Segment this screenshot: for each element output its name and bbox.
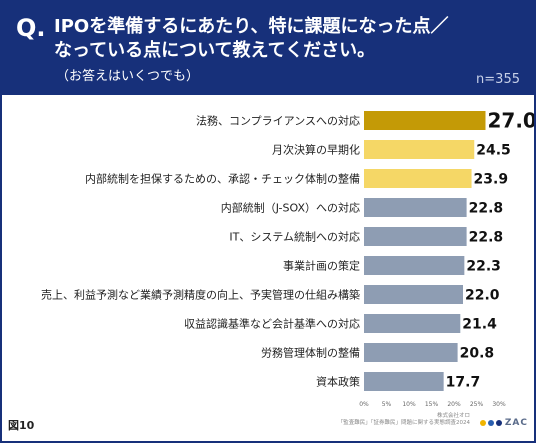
value-label: 17.7 bbox=[446, 375, 481, 391]
bar bbox=[364, 256, 465, 275]
x-tick-label: 25% bbox=[470, 401, 484, 407]
sample-size: n=355 bbox=[476, 72, 520, 87]
x-tick-label: 0% bbox=[359, 401, 369, 407]
category-label: 法務、コンプライアンスへの対応 bbox=[196, 114, 360, 128]
question-mark: Q. bbox=[16, 14, 46, 42]
bar bbox=[364, 140, 475, 159]
value-label: 23.9 bbox=[474, 172, 509, 188]
answer-note: （お答えはいくつでも） bbox=[56, 69, 200, 84]
bar bbox=[364, 372, 444, 391]
credits: 株式会社オロ 「監査難民」「証券難民」問題に関する実態調査2024 bbox=[338, 413, 470, 427]
bar bbox=[364, 285, 463, 304]
value-label: 20.8 bbox=[460, 346, 495, 362]
category-label: IT、システム統制への対応 bbox=[229, 230, 360, 244]
value-label: 22.0 bbox=[465, 288, 500, 304]
category-label: 資本政策 bbox=[316, 375, 360, 389]
category-label: 事業計画の策定 bbox=[283, 259, 360, 273]
bar bbox=[364, 343, 458, 362]
figure-label: 図10 bbox=[8, 419, 35, 432]
value-label: 24.5 bbox=[476, 143, 511, 159]
category-label: 月次決算の早期化 bbox=[272, 143, 360, 157]
credit-company: 株式会社オロ bbox=[436, 413, 470, 419]
logo-dot bbox=[487, 420, 494, 426]
value-label: 22.8 bbox=[469, 201, 504, 217]
category-label: 内部統制（J-SOX）への対応 bbox=[221, 201, 360, 215]
x-tick-label: 30% bbox=[492, 401, 506, 407]
category-label: 労務管理体制の整備 bbox=[261, 346, 360, 360]
x-tick-label: 15% bbox=[425, 401, 439, 407]
value-label: 27.0 bbox=[488, 109, 535, 133]
credit-survey: 「監査難民」「証券難民」問題に関する実態調査2024 bbox=[337, 420, 470, 426]
x-tick-label: 10% bbox=[402, 401, 416, 407]
bar bbox=[364, 111, 486, 130]
value-label: 22.8 bbox=[469, 230, 504, 246]
question-title-line1: IPOを準備するにあたり、特に課題になった点／ bbox=[54, 16, 449, 37]
logo-dots bbox=[479, 420, 502, 426]
x-tick-label: 5% bbox=[382, 401, 392, 407]
bar bbox=[364, 169, 472, 188]
bar bbox=[364, 314, 461, 333]
question-header: Q. IPOを準備するにあたり、特に課題になった点／ なっている点について教えて… bbox=[2, 2, 534, 95]
logo-dot bbox=[495, 420, 502, 426]
logo-dot bbox=[479, 420, 486, 426]
zac-logo: ZAC bbox=[479, 418, 528, 428]
value-label: 22.3 bbox=[466, 259, 501, 275]
x-tick-label: 20% bbox=[447, 401, 461, 407]
category-label: 売上、利益予測など業績予測精度の向上、予実管理の仕組み構築 bbox=[41, 288, 360, 302]
category-label: 収益認識基準など会計基準への対応 bbox=[184, 317, 360, 331]
question-title-line2: なっている点について教えてください。 bbox=[54, 40, 376, 61]
logo-text: ZAC bbox=[504, 418, 528, 428]
bar-chart: 法務、コンプライアンスへの対応 27.0 月次決算の早期化 24.5 内部統制を担保する… bbox=[41, 109, 535, 408]
category-label: 内部統制を担保するための、承認・チェック体制の整備 bbox=[85, 172, 360, 186]
chart-area: 法務、コンプライアンスへの対応 27.0 月次決算の早期化 24.5 内部統制を担保する… bbox=[2, 95, 534, 441]
bar bbox=[364, 198, 467, 217]
value-label: 21.4 bbox=[462, 317, 497, 333]
bar bbox=[364, 227, 467, 246]
